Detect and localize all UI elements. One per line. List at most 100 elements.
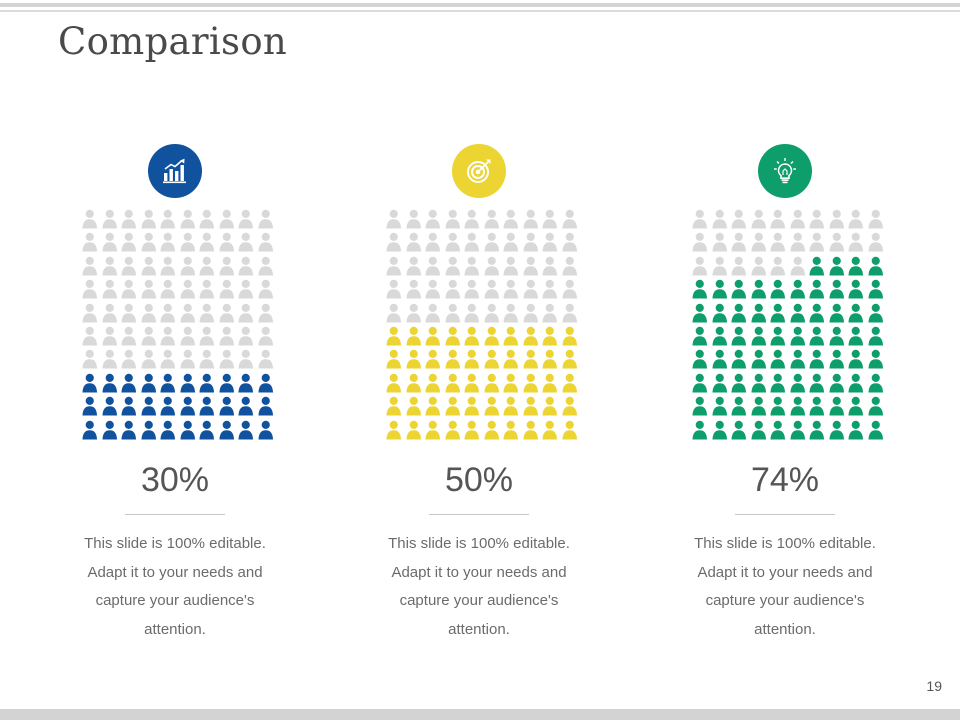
person-empty-icon — [179, 303, 195, 323]
person-empty-icon — [848, 209, 864, 229]
person-filled-icon — [464, 350, 480, 369]
person-filled-icon — [542, 396, 558, 416]
person-filled-icon — [82, 396, 98, 416]
person-empty-icon — [848, 233, 864, 252]
person-empty-icon — [405, 209, 421, 229]
person-filled-icon — [828, 279, 844, 299]
person-empty-icon — [101, 303, 117, 323]
person-empty-icon — [828, 209, 844, 229]
person-filled-icon — [199, 373, 215, 393]
person-filled-icon — [101, 373, 117, 393]
person-filled-icon — [770, 373, 786, 393]
person-empty-icon — [542, 209, 558, 229]
person-filled-icon — [542, 373, 558, 393]
person-empty-icon — [218, 326, 234, 346]
person-filled-icon — [731, 303, 747, 323]
person-empty-icon — [121, 279, 137, 299]
person-filled-icon — [848, 303, 864, 323]
comparison-column-2: 50% This slide is 100% editable. Adapt i… — [384, 140, 577, 660]
person-filled-icon — [711, 420, 727, 439]
person-empty-icon — [238, 209, 254, 229]
person-empty-icon — [692, 209, 708, 229]
person-empty-icon — [867, 209, 883, 229]
person-filled-icon — [199, 420, 215, 439]
person-empty-icon — [405, 303, 421, 323]
person-filled-icon — [160, 396, 176, 416]
person-empty-icon — [140, 279, 156, 299]
person-empty-icon — [140, 233, 156, 252]
person-empty-icon — [257, 209, 273, 229]
person-filled-icon — [828, 303, 844, 323]
person-empty-icon — [711, 209, 727, 229]
person-filled-icon — [121, 373, 137, 393]
person-filled-icon — [405, 373, 421, 393]
person-filled-icon — [386, 350, 402, 369]
person-empty-icon — [82, 233, 98, 252]
person-empty-icon — [386, 209, 402, 229]
percent-value: 30% — [140, 461, 210, 499]
person-empty-icon — [160, 350, 176, 369]
person-empty-icon — [561, 256, 577, 276]
person-filled-icon — [425, 373, 441, 393]
person-empty-icon — [444, 256, 460, 276]
person-filled-icon — [828, 326, 844, 346]
person-empty-icon — [464, 256, 480, 276]
person-filled-icon — [848, 256, 864, 276]
person-empty-icon — [386, 233, 402, 252]
person-filled-icon — [140, 396, 156, 416]
person-filled-icon — [179, 396, 195, 416]
person-filled-icon — [464, 420, 480, 439]
bottom-band — [0, 709, 960, 720]
person-filled-icon — [770, 420, 786, 439]
person-filled-icon — [750, 350, 766, 369]
person-empty-icon — [179, 233, 195, 252]
person-empty-icon — [101, 209, 117, 229]
person-filled-icon — [542, 420, 558, 439]
person-filled-icon — [750, 396, 766, 416]
person-empty-icon — [82, 209, 98, 229]
person-empty-icon — [160, 326, 176, 346]
person-filled-icon — [731, 326, 747, 346]
person-filled-icon — [542, 326, 558, 346]
person-empty-icon — [503, 256, 519, 276]
person-empty-icon — [425, 303, 441, 323]
person-filled-icon — [483, 420, 499, 439]
person-filled-icon — [101, 396, 117, 416]
person-filled-icon — [770, 396, 786, 416]
percent-value: 50% — [444, 461, 514, 499]
person-filled-icon — [503, 326, 519, 346]
person-filled-icon — [425, 396, 441, 416]
person-empty-icon — [257, 326, 273, 346]
person-empty-icon — [218, 233, 234, 252]
target-icon — [452, 144, 506, 198]
person-filled-icon — [238, 373, 254, 393]
person-filled-icon — [199, 396, 215, 416]
person-empty-icon — [121, 326, 137, 346]
person-empty-icon — [561, 233, 577, 252]
person-filled-icon — [386, 326, 402, 346]
person-empty-icon — [522, 303, 538, 323]
person-filled-icon — [444, 420, 460, 439]
person-filled-icon — [750, 373, 766, 393]
person-filled-icon — [770, 326, 786, 346]
divider — [735, 514, 835, 515]
person-filled-icon — [711, 373, 727, 393]
person-empty-icon — [82, 326, 98, 346]
person-filled-icon — [789, 420, 805, 439]
person-filled-icon — [386, 373, 402, 393]
person-empty-icon — [483, 303, 499, 323]
person-empty-icon — [121, 256, 137, 276]
person-empty-icon — [140, 326, 156, 346]
person-filled-icon — [542, 350, 558, 369]
person-empty-icon — [257, 279, 273, 299]
person-filled-icon — [444, 350, 460, 369]
person-empty-icon — [218, 209, 234, 229]
person-empty-icon — [483, 233, 499, 252]
person-filled-icon — [522, 350, 538, 369]
person-filled-icon — [809, 279, 825, 299]
person-empty-icon — [789, 233, 805, 252]
person-filled-icon — [750, 420, 766, 439]
person-empty-icon — [386, 279, 402, 299]
person-empty-icon — [199, 303, 215, 323]
person-filled-icon — [809, 326, 825, 346]
